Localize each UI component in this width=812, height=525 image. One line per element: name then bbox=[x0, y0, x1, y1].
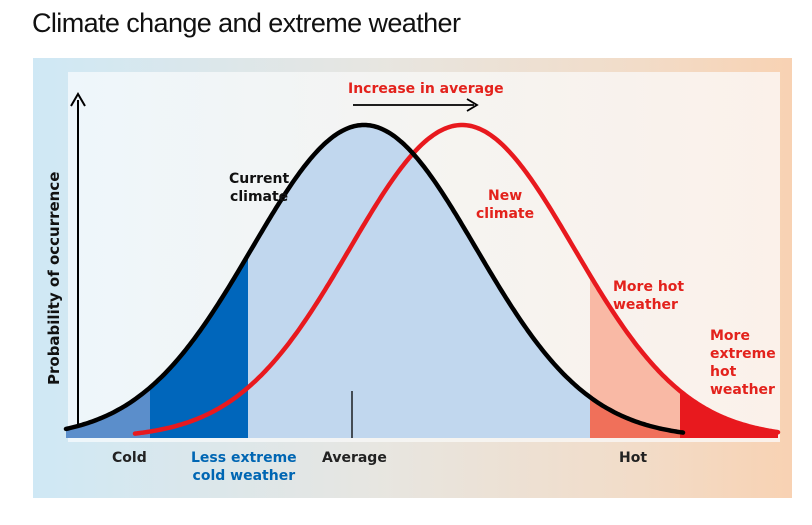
more-hot-label: More hot weather bbox=[613, 279, 685, 313]
shift-arrowhead bbox=[466, 98, 479, 112]
new-climate-curve bbox=[132, 122, 781, 436]
current-climate-label: Current climate bbox=[229, 171, 290, 205]
figure-title: Climate change and extreme weather bbox=[32, 8, 461, 38]
shift-label: Increase in average bbox=[348, 81, 504, 97]
hot-tail-fill bbox=[590, 397, 680, 438]
y-axis-arrowhead bbox=[70, 92, 86, 107]
new-climate-label: New climate bbox=[476, 188, 535, 222]
y-axis-label: Probability of occurrence bbox=[45, 171, 63, 385]
x-label-less-extreme-cold: Less extreme cold weather bbox=[191, 450, 297, 484]
more-extreme-hot-label: More extreme hot weather bbox=[710, 328, 776, 398]
x-label-cold: Cold bbox=[112, 450, 147, 466]
current-climate-curve bbox=[63, 122, 686, 435]
less-extreme-cold-fill bbox=[150, 254, 248, 438]
x-label-hot: Hot bbox=[619, 450, 648, 466]
x-label-average: Average bbox=[322, 450, 387, 466]
extreme-hot-fill bbox=[680, 390, 778, 438]
